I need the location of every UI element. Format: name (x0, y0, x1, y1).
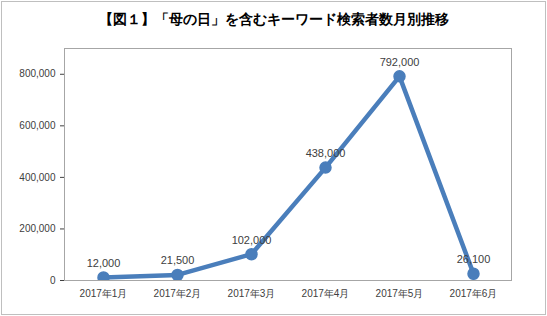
svg-text:102,000: 102,000 (232, 234, 272, 246)
svg-text:2017年2月: 2017年2月 (154, 288, 202, 299)
svg-text:438,000: 438,000 (306, 147, 346, 159)
svg-text:400,000: 400,000 (19, 172, 56, 183)
svg-text:800,000: 800,000 (19, 68, 56, 79)
html-text:【図１】「母の日」を含むキーワード検索者数月別推移: 【図１】「母の日」を含むキーワード検索者数月別推移 (98, 11, 449, 27)
svg-text:0: 0 (50, 275, 56, 286)
svg-text:12,000: 12,000 (87, 257, 121, 269)
svg-text:2017年1月: 2017年1月 (80, 288, 128, 299)
svg-text:2017年5月: 2017年5月 (376, 288, 424, 299)
svg-text:2017年3月: 2017年3月 (228, 288, 276, 299)
svg-text:2017年6月: 2017年6月 (450, 288, 498, 299)
svg-text:600,000: 600,000 (19, 120, 56, 131)
svg-text:21,500: 21,500 (161, 254, 195, 266)
svg-text:200,000: 200,000 (19, 223, 56, 234)
svg-text:2017年4月: 2017年4月 (302, 288, 350, 299)
svg-text:26,100: 26,100 (457, 253, 491, 265)
svg-text:792,000: 792,000 (380, 56, 420, 68)
